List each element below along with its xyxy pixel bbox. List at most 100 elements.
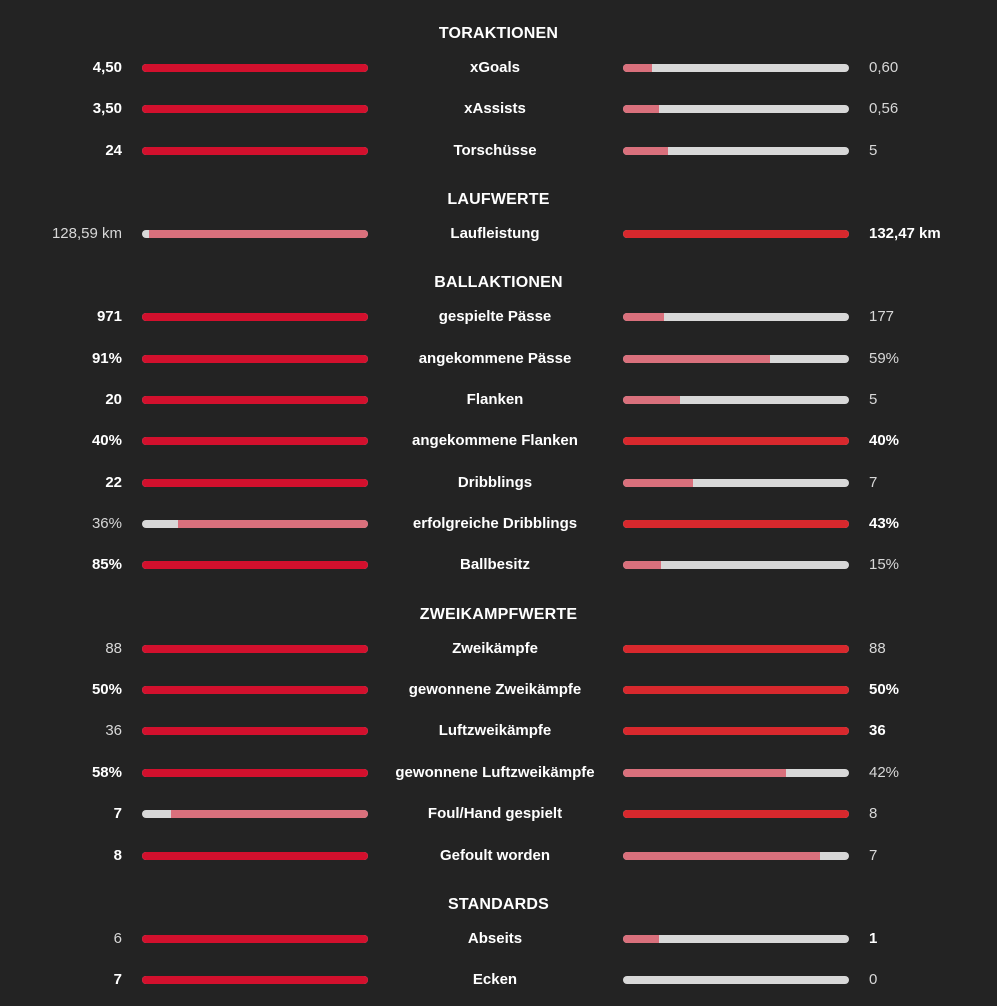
home-bar	[142, 520, 368, 528]
stat-label: angekommene Flanken	[412, 432, 578, 449]
away-bar-fill	[623, 396, 680, 404]
stat-label: gewonnene Luftzweikämpfe	[395, 764, 595, 781]
away-bar-fill	[623, 645, 849, 653]
home-value: 6	[113, 930, 122, 947]
stat-row-torschuesse: 24 Torschüsse 5	[0, 139, 997, 163]
home-bar	[142, 147, 368, 155]
home-bar-fill	[142, 561, 368, 569]
away-bar	[623, 686, 849, 694]
stat-label: Dribblings	[457, 474, 533, 491]
home-bar	[142, 230, 368, 238]
home-bar-fill	[178, 520, 368, 528]
stat-row-erfolgreiche-dribblings: 36% erfolgreiche Dribblings 43%	[0, 512, 997, 536]
section-title-ballaktionen: BALLAKTIONEN	[434, 274, 563, 291]
away-value: 42%	[869, 764, 900, 781]
stat-row-luftzweikaempfe: 36 Luftzweikämpfe 36	[0, 719, 997, 743]
home-bar-fill	[142, 396, 368, 404]
stat-label: Ballbesitz	[459, 556, 531, 573]
away-bar	[623, 64, 849, 72]
away-value: 0,56	[869, 100, 899, 117]
home-value: 85%	[91, 556, 122, 573]
away-value: 5	[869, 142, 878, 159]
away-value: 88	[869, 640, 886, 657]
away-value: 0	[869, 971, 878, 988]
away-bar	[623, 437, 849, 445]
away-bar-fill	[623, 64, 653, 72]
home-value: 7	[113, 805, 122, 822]
home-value: 24	[105, 142, 122, 159]
home-bar	[142, 645, 368, 653]
home-bar-fill	[171, 810, 368, 818]
stat-row-laufleistung: 128,59 km Laufleistung 132,47 km	[0, 222, 997, 246]
home-bar-fill	[142, 437, 368, 445]
stat-row-gewonnene-luftzweikaempfe: 58% gewonnene Luftzweikämpfe 42%	[0, 761, 997, 785]
away-bar	[623, 230, 849, 238]
stat-label: xGoals	[469, 59, 521, 76]
stat-label: Laufleistung	[450, 225, 540, 242]
home-bar-fill	[142, 852, 368, 860]
away-bar-fill	[623, 561, 662, 569]
stat-row-foul-hand-gespielt: 7 Foul/Hand gespielt 8	[0, 802, 997, 826]
home-value: 7	[113, 971, 122, 988]
stat-label: gewonnene Zweikämpfe	[408, 681, 582, 698]
home-bar	[142, 810, 368, 818]
stat-row-gewonnene-zweikaempfe: 50% gewonnene Zweikämpfe 50%	[0, 678, 997, 702]
stat-row-flanken: 20 Flanken 5	[0, 388, 997, 412]
stat-label: Torschüsse	[453, 142, 537, 159]
home-value: 8	[113, 847, 122, 864]
section-title-standards: STANDARDS	[447, 896, 550, 913]
stat-row-angekommene-paesse: 91% angekommene Pässe 59%	[0, 347, 997, 371]
stat-label: Flanken	[466, 391, 524, 408]
section-title-toraktionen: TORAKTIONEN	[438, 25, 559, 42]
home-bar-fill	[142, 727, 368, 735]
home-value: 22	[105, 474, 122, 491]
away-bar	[623, 935, 849, 943]
stat-label: erfolgreiche Dribblings	[412, 515, 578, 532]
away-bar	[623, 852, 849, 860]
home-bar-fill	[142, 686, 368, 694]
away-bar	[623, 105, 849, 113]
home-value: 4,50	[92, 59, 122, 76]
away-bar-fill	[623, 479, 694, 487]
away-bar	[623, 645, 849, 653]
stat-row-zweikaempfe: 88 Zweikämpfe 88	[0, 637, 997, 661]
away-bar	[623, 561, 849, 569]
home-value: 20	[105, 391, 122, 408]
away-value: 0,60	[869, 59, 899, 76]
away-bar-fill	[623, 313, 664, 321]
home-bar-fill	[148, 230, 368, 238]
section-title-zweikampfwerte: ZWEIKAMPFWERTE	[419, 606, 578, 623]
home-bar-fill	[142, 64, 368, 72]
away-bar-fill	[623, 686, 849, 694]
stat-row-ballbesitz: 85% Ballbesitz 15%	[0, 553, 997, 577]
home-value: 50%	[91, 681, 122, 698]
away-value: 15%	[869, 556, 900, 573]
home-bar	[142, 976, 368, 984]
home-value: 58%	[91, 764, 122, 781]
away-bar-fill	[623, 355, 770, 363]
stat-row-abseits: 6 Abseits 1	[0, 927, 997, 951]
away-bar-fill	[623, 769, 786, 777]
home-value: 91%	[91, 350, 122, 367]
home-bar	[142, 313, 368, 321]
stat-label: Luftzweikämpfe	[438, 722, 552, 739]
stat-label: Zweikämpfe	[452, 640, 538, 657]
away-value: 1	[869, 930, 878, 947]
home-bar-fill	[142, 147, 368, 155]
home-bar-fill	[142, 976, 368, 984]
stat-label: Abseits	[467, 930, 523, 947]
home-bar	[142, 479, 368, 487]
away-value: 43%	[869, 515, 900, 532]
away-value: 50%	[869, 681, 900, 698]
home-bar	[142, 105, 368, 113]
away-bar	[623, 520, 849, 528]
away-bar	[623, 727, 849, 735]
away-value: 59%	[869, 350, 900, 367]
home-bar-fill	[142, 645, 368, 653]
home-bar	[142, 852, 368, 860]
home-value: 88	[105, 640, 122, 657]
home-bar-fill	[142, 355, 368, 363]
stat-row-gespielte-paesse: 971 gespielte Pässe 177	[0, 305, 997, 329]
stat-row-gefoult-worden: 8 Gefoult worden 7	[0, 844, 997, 868]
